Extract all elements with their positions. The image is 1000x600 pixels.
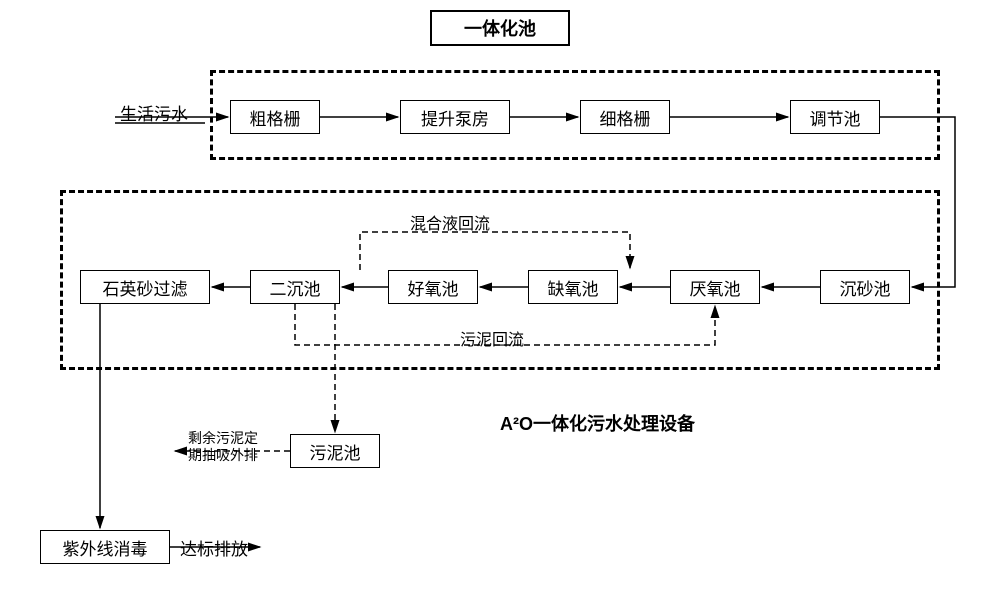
group-title-top: 一体化池 [430,10,570,46]
node-sand-tank: 沉砂池 [820,270,910,304]
label-sludge-note: 剩余污泥定 期抽吸外排 [188,430,258,464]
node-anaerobic: 厌氧池 [670,270,760,304]
node-sec-sed: 二沉池 [250,270,340,304]
node-coarse-grid: 粗格栅 [230,100,320,134]
node-anoxic: 缺氧池 [528,270,618,304]
group-title-bottom: A²O一体化污水处理设备 [500,410,695,436]
sludge-note-line2: 期抽吸外排 [188,447,258,463]
label-reflux-mixed: 混合液回流 [410,210,490,234]
node-uv: 紫外线消毒 [40,530,170,564]
node-sludge-tank: 污泥池 [290,434,380,468]
node-aerobic: 好氧池 [388,270,478,304]
sludge-note-line1: 剩余污泥定 [188,430,258,446]
node-pump-house: 提升泵房 [400,100,510,134]
node-adjust-tank: 调节池 [790,100,880,134]
node-fine-grid: 细格栅 [580,100,670,134]
label-input: 生活污水 [120,100,188,125]
label-reflux-sludge: 污泥回流 [460,326,524,350]
label-discharge: 达标排放 [180,535,248,560]
node-quartz: 石英砂过滤 [80,270,210,304]
